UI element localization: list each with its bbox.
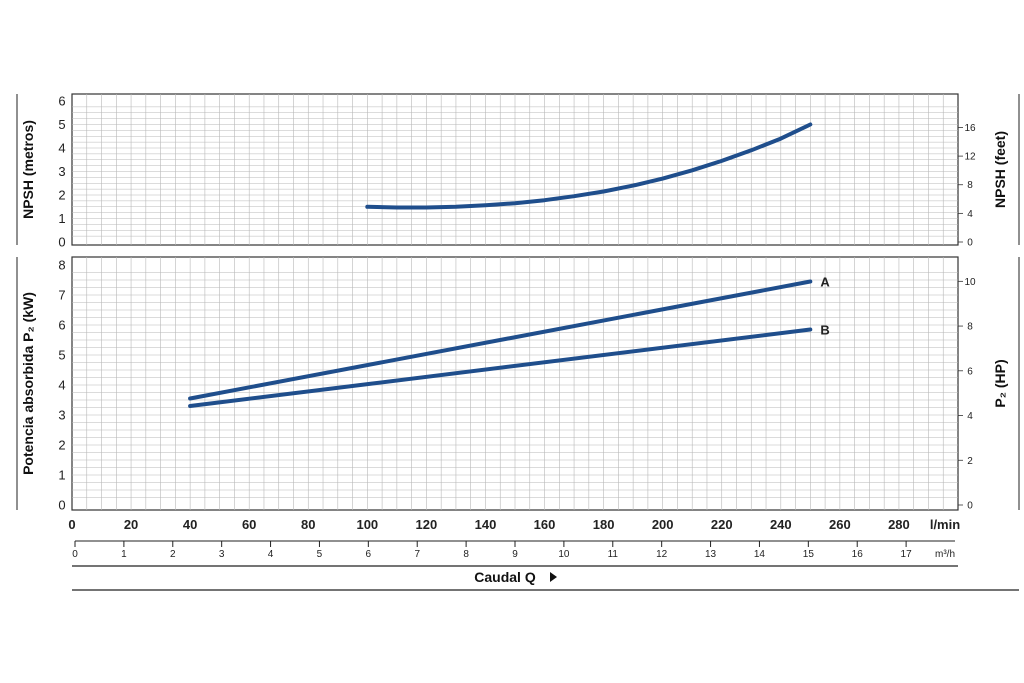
y-tick-label: 1 <box>58 211 65 226</box>
y-right-tick-label: 0 <box>967 238 973 249</box>
series-line-A <box>188 279 813 401</box>
y-tick-label: 5 <box>58 117 65 132</box>
x-tick-label-lpm: 80 <box>301 517 315 532</box>
x-tick-label-lpm: 260 <box>829 517 851 532</box>
y-right-tick-label: 4 <box>967 209 973 220</box>
x-tick-label-m3h: 10 <box>558 549 570 560</box>
x-tick-label-m3h: 7 <box>414 549 420 560</box>
y-tick-label: 3 <box>58 408 65 423</box>
x-tick-label-lpm: 180 <box>593 517 615 532</box>
y-tick-label: 4 <box>58 141 65 156</box>
y-axis-label-left: Potencia absorbida P₂ (kW) <box>20 292 36 475</box>
series-label-B: B <box>820 323 829 338</box>
x-tick-label-lpm: 20 <box>124 517 138 532</box>
y-right-tick-label: 10 <box>964 277 976 288</box>
y-tick-label: 2 <box>58 438 65 453</box>
y-right-tick-label: 0 <box>967 501 973 512</box>
y-tick-label: 1 <box>58 468 65 483</box>
x-tick-label-m3h: 1 <box>121 549 127 560</box>
y-tick-label: 6 <box>58 94 65 109</box>
y-right-tick-label: 8 <box>967 180 973 191</box>
x-tick-label-m3h: 13 <box>705 549 717 560</box>
x-axis-label: Caudal Q <box>474 569 536 585</box>
series-line-B <box>188 327 813 408</box>
y-tick-label: 2 <box>58 188 65 203</box>
y-tick-label: 8 <box>58 258 65 273</box>
x-tick-label-m3h: 6 <box>366 549 372 560</box>
x-tick-label-lpm: 60 <box>242 517 256 532</box>
x-tick-label-m3h: 9 <box>512 549 518 560</box>
y-right-tick-label: 16 <box>964 123 976 134</box>
y-tick-label: 4 <box>58 378 65 393</box>
y-right-tick-label: 12 <box>964 152 976 163</box>
y-tick-label: 0 <box>58 498 65 513</box>
x-tick-label-lpm: 200 <box>652 517 674 532</box>
y-right-tick-label: 6 <box>967 366 973 377</box>
x-tick-label-lpm: 280 <box>888 517 910 532</box>
y-axis-label-right: NPSH (feet) <box>992 131 1008 208</box>
x-tick-label-lpm: 100 <box>356 517 378 532</box>
y-tick-label: 0 <box>58 235 65 250</box>
x-tick-label-lpm: 0 <box>68 517 75 532</box>
x-tick-label-m3h: 11 <box>608 549 619 560</box>
x-tick-label-m3h: 15 <box>803 549 815 560</box>
y-right-tick-label: 2 <box>967 456 973 467</box>
y-tick-label: 7 <box>58 288 65 303</box>
x-tick-label-m3h: 14 <box>754 549 766 560</box>
y-tick-label: 3 <box>58 164 65 179</box>
play-arrow-icon <box>550 572 557 582</box>
x-tick-label-m3h: 8 <box>463 549 469 560</box>
x-tick-label-m3h: 16 <box>852 549 864 560</box>
x-tick-label-m3h: 0 <box>72 549 78 560</box>
y-right-tick-label: 4 <box>967 411 973 422</box>
x-unit-lpm: l/min <box>930 517 960 532</box>
y-tick-label: 6 <box>58 318 65 333</box>
x-tick-label-lpm: 220 <box>711 517 733 532</box>
x-tick-label-m3h: 4 <box>268 549 274 560</box>
y-tick-label: 5 <box>58 348 65 363</box>
y-axis-label-right: P₂ (HP) <box>992 359 1008 407</box>
x-tick-label-m3h: 2 <box>170 549 176 560</box>
x-tick-label-m3h: 17 <box>901 549 913 560</box>
series-label-A: A <box>820 275 830 290</box>
x-tick-label-lpm: 160 <box>534 517 556 532</box>
x-tick-label-lpm: 120 <box>416 517 438 532</box>
x-tick-label-m3h: 3 <box>219 549 225 560</box>
x-unit-m3h: m³/h <box>935 549 955 560</box>
x-tick-label-lpm: 240 <box>770 517 792 532</box>
x-tick-label-lpm: 40 <box>183 517 197 532</box>
y-axis-label-left: NPSH (metros) <box>20 120 36 219</box>
series-line-npsh-0 <box>365 122 813 210</box>
y-right-tick-label: 8 <box>967 322 973 333</box>
x-tick-label-m3h: 5 <box>317 549 323 560</box>
x-tick-label-m3h: 12 <box>656 549 668 560</box>
x-tick-label-lpm: 140 <box>475 517 497 532</box>
